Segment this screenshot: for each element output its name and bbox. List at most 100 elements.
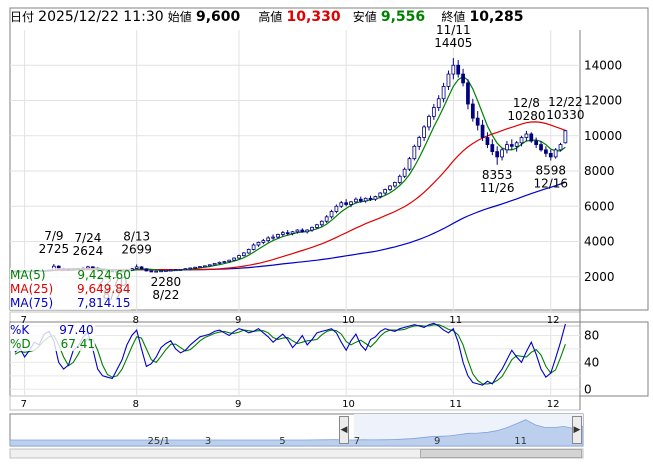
candle-body — [368, 197, 373, 200]
ma5-label: MA(5) — [10, 268, 46, 282]
candle-body — [480, 124, 485, 138]
price-x-axis-band — [9, 311, 581, 327]
candle-body — [149, 270, 154, 273]
candle-body — [563, 130, 568, 144]
price-annotation: 2624 — [73, 244, 104, 258]
ma5-value: 9,424.60 — [77, 268, 131, 282]
price-y-tick-label: 6000 — [584, 199, 615, 213]
stochastics-x-tick-label: 10 — [342, 399, 355, 410]
ma75-line — [14, 181, 566, 272]
candle-body — [466, 82, 470, 105]
candle-body — [222, 261, 227, 263]
stochastics-legend: %K 97.40 %D 67.41 — [10, 323, 96, 351]
candle-body — [529, 133, 534, 142]
k-legend: %K 97.40 — [10, 323, 95, 337]
candle-body — [315, 224, 319, 228]
candle-body — [251, 244, 256, 250]
candle-body — [164, 270, 168, 272]
price-y-tick-label: 4000 — [584, 235, 615, 249]
candle-body — [290, 231, 295, 234]
candle-body — [500, 149, 504, 158]
candle-body — [159, 270, 163, 273]
close-label: 終値 — [441, 10, 466, 24]
candle-body — [461, 73, 465, 84]
candle-body — [397, 175, 402, 183]
horizontal-scroll-track — [9, 448, 584, 459]
candle-body — [241, 252, 246, 257]
candle-body — [256, 241, 261, 246]
candle-body — [412, 145, 417, 160]
candle-body — [363, 197, 368, 202]
candle-body — [227, 259, 232, 262]
candle-body — [451, 64, 456, 75]
price-y-tick-label: 10000 — [584, 129, 622, 143]
candle-body — [237, 255, 241, 259]
price-x-tick-label: 9 — [235, 315, 241, 326]
candle-body — [354, 198, 358, 203]
candle-body — [393, 182, 397, 187]
stochastics-k-line — [14, 322, 566, 386]
stochastics-y-tick-label: 40 — [584, 355, 599, 369]
price-annotation: 2280 — [151, 275, 182, 289]
candle-body — [383, 189, 387, 194]
candle-body — [514, 142, 519, 147]
ma75-value: 7,814.15 — [77, 296, 131, 310]
candle-body — [431, 107, 436, 117]
range-selector-label: 7 — [354, 436, 360, 447]
stochastics-d-line — [14, 324, 566, 385]
horizontal-scroll-thumb[interactable] — [420, 449, 582, 458]
range-selector-label: 25/1 — [148, 436, 170, 447]
candle-body — [144, 268, 149, 272]
candle-body — [261, 240, 266, 243]
candle-body — [295, 229, 300, 233]
date-value: 2025/12/22 11:30 — [38, 9, 164, 25]
candle-body — [446, 73, 451, 87]
range-selector-label: 11 — [514, 436, 527, 447]
range-right-handle[interactable]: ▶ — [572, 416, 582, 444]
candle-body — [280, 232, 285, 235]
ma75-label: MA(75) — [10, 296, 54, 310]
price-y-tick-label: 14000 — [584, 58, 622, 72]
high-label: 高値 — [258, 10, 283, 24]
price-annotation: 8598 — [535, 163, 566, 177]
candle-body — [358, 198, 363, 202]
candle-body — [266, 237, 271, 242]
price-x-tick-label: 11 — [449, 315, 462, 326]
candle-body — [548, 152, 553, 158]
candle-body — [505, 144, 509, 151]
price-annotation: 11/26 — [480, 181, 515, 195]
candle-body — [178, 268, 183, 271]
candle-body — [524, 133, 529, 138]
price-x-tick-label: 7 — [21, 315, 27, 326]
candle-body — [436, 98, 441, 108]
low-value: 9,556 — [380, 9, 426, 25]
candle-body — [324, 216, 329, 222]
stochastics-x-tick-label: 11 — [449, 399, 462, 410]
candle-body — [207, 264, 212, 267]
stochastics-y-tick-label: 0 — [584, 382, 592, 396]
k-value: 97.40 — [59, 323, 94, 337]
price-x-tick-label: 12 — [547, 315, 560, 326]
candle-body — [300, 229, 305, 233]
price-annotation: 2725 — [39, 242, 70, 256]
price-panel-border — [9, 7, 649, 311]
candle-body — [183, 268, 188, 271]
open-label: 始値 — [167, 10, 192, 24]
candle-body — [553, 149, 558, 158]
open-value: 9,600 — [195, 9, 241, 25]
candle-body — [271, 236, 275, 239]
stochastics-panel-border — [9, 321, 649, 397]
price-annotation: 12/16 — [533, 176, 568, 190]
range-selector-label: 5 — [279, 436, 285, 447]
candle-body — [305, 229, 310, 233]
candle-body — [217, 261, 222, 264]
price-annotation: 12/8 — [513, 96, 540, 110]
candle-body — [539, 144, 543, 151]
price-y-tick-label: 8000 — [584, 164, 615, 178]
candle-body — [212, 262, 217, 266]
candle-body — [188, 267, 193, 270]
range-left-handle[interactable]: ◀ — [339, 416, 349, 444]
range-selector-area — [9, 419, 584, 447]
